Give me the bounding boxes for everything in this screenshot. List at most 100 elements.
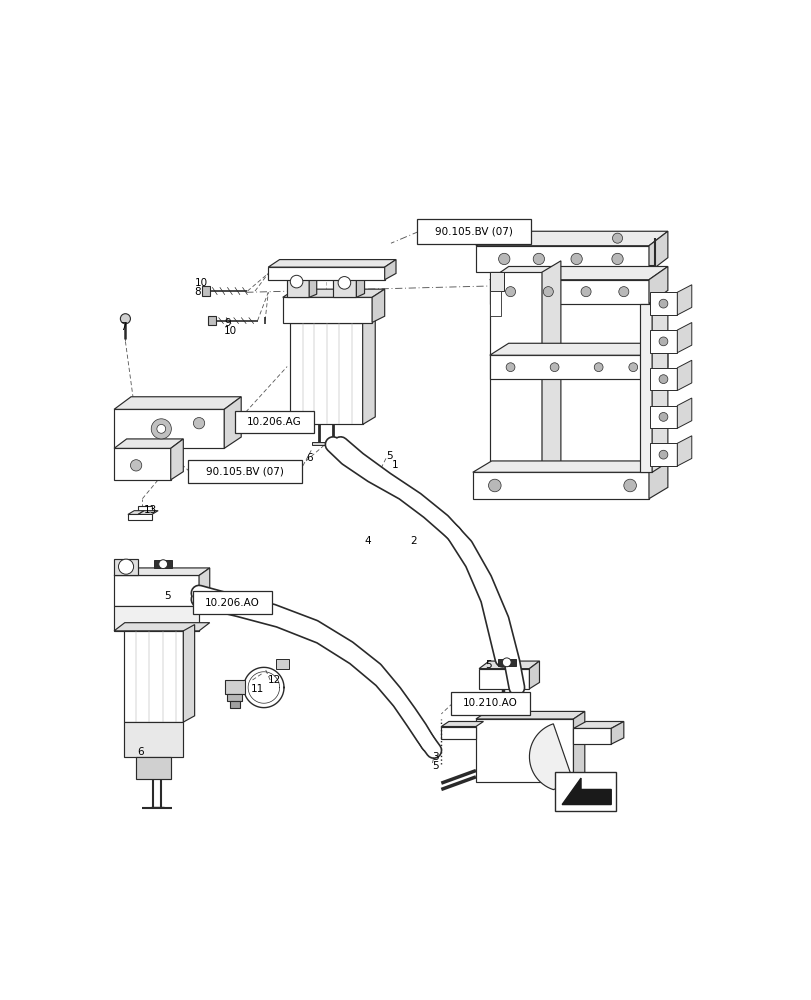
Polygon shape bbox=[573, 721, 623, 728]
Polygon shape bbox=[676, 436, 691, 466]
Polygon shape bbox=[230, 701, 240, 708]
Polygon shape bbox=[489, 355, 648, 379]
Text: 90.105.BV (07): 90.105.BV (07) bbox=[205, 467, 283, 477]
Polygon shape bbox=[356, 271, 364, 297]
FancyBboxPatch shape bbox=[187, 460, 301, 483]
Polygon shape bbox=[561, 778, 611, 805]
Circle shape bbox=[659, 450, 667, 459]
Text: 10: 10 bbox=[195, 278, 208, 288]
Circle shape bbox=[623, 479, 636, 492]
Text: 5: 5 bbox=[164, 591, 171, 601]
Polygon shape bbox=[225, 680, 245, 694]
Polygon shape bbox=[650, 368, 676, 390]
Polygon shape bbox=[227, 694, 242, 701]
Polygon shape bbox=[475, 719, 573, 782]
Circle shape bbox=[533, 253, 544, 265]
Polygon shape bbox=[648, 343, 667, 379]
Polygon shape bbox=[489, 272, 542, 480]
Circle shape bbox=[505, 287, 515, 297]
Text: 7: 7 bbox=[120, 322, 127, 332]
Polygon shape bbox=[114, 606, 199, 631]
Circle shape bbox=[159, 560, 167, 569]
Text: 4: 4 bbox=[364, 536, 371, 546]
Polygon shape bbox=[676, 323, 691, 353]
Polygon shape bbox=[114, 559, 138, 575]
Polygon shape bbox=[648, 266, 667, 304]
Circle shape bbox=[611, 253, 622, 265]
Polygon shape bbox=[114, 575, 199, 606]
Polygon shape bbox=[650, 406, 676, 428]
FancyBboxPatch shape bbox=[417, 219, 530, 244]
FancyBboxPatch shape bbox=[192, 591, 272, 614]
Polygon shape bbox=[371, 289, 384, 323]
Polygon shape bbox=[478, 669, 529, 689]
Polygon shape bbox=[276, 659, 289, 669]
Text: 13: 13 bbox=[144, 505, 157, 515]
Polygon shape bbox=[114, 397, 241, 409]
Polygon shape bbox=[183, 625, 195, 722]
Text: 9: 9 bbox=[224, 318, 230, 328]
Circle shape bbox=[120, 314, 131, 324]
Polygon shape bbox=[290, 323, 363, 424]
Polygon shape bbox=[114, 623, 209, 631]
Circle shape bbox=[131, 460, 142, 471]
Polygon shape bbox=[542, 261, 560, 480]
Polygon shape bbox=[475, 231, 667, 246]
Circle shape bbox=[193, 418, 204, 429]
Polygon shape bbox=[475, 711, 584, 719]
FancyBboxPatch shape bbox=[450, 692, 530, 715]
Polygon shape bbox=[529, 724, 573, 790]
Text: 90.105.BV (07): 90.105.BV (07) bbox=[435, 226, 513, 236]
Polygon shape bbox=[650, 292, 676, 315]
Text: 6: 6 bbox=[306, 453, 312, 463]
Text: 5: 5 bbox=[485, 660, 491, 670]
Polygon shape bbox=[489, 291, 500, 316]
Polygon shape bbox=[676, 360, 691, 390]
Polygon shape bbox=[136, 757, 170, 779]
Polygon shape bbox=[128, 506, 152, 520]
Circle shape bbox=[151, 419, 171, 439]
Text: 11: 11 bbox=[251, 684, 264, 694]
Polygon shape bbox=[199, 568, 209, 606]
Circle shape bbox=[290, 275, 303, 288]
Polygon shape bbox=[287, 273, 309, 297]
Polygon shape bbox=[123, 722, 183, 757]
Polygon shape bbox=[676, 285, 691, 315]
Polygon shape bbox=[472, 472, 648, 499]
Polygon shape bbox=[114, 448, 170, 480]
Text: 8: 8 bbox=[195, 287, 201, 297]
Circle shape bbox=[543, 287, 552, 297]
Circle shape bbox=[499, 233, 508, 243]
Polygon shape bbox=[114, 439, 183, 448]
Text: 12: 12 bbox=[268, 675, 281, 685]
Bar bbox=[554, 772, 616, 811]
Text: 10.206.AO: 10.206.AO bbox=[204, 598, 260, 608]
FancyBboxPatch shape bbox=[234, 411, 314, 433]
Polygon shape bbox=[123, 631, 183, 722]
Polygon shape bbox=[489, 272, 504, 291]
Polygon shape bbox=[639, 304, 651, 472]
Polygon shape bbox=[309, 270, 316, 297]
Polygon shape bbox=[170, 439, 183, 480]
Polygon shape bbox=[497, 659, 515, 666]
Polygon shape bbox=[114, 409, 224, 448]
Polygon shape bbox=[478, 661, 539, 669]
Polygon shape bbox=[154, 560, 172, 568]
Text: 1: 1 bbox=[392, 460, 398, 470]
Circle shape bbox=[618, 287, 628, 297]
Polygon shape bbox=[489, 266, 667, 280]
Polygon shape bbox=[312, 442, 339, 445]
Circle shape bbox=[337, 277, 350, 289]
Polygon shape bbox=[573, 711, 584, 782]
Polygon shape bbox=[282, 297, 371, 323]
Polygon shape bbox=[497, 700, 515, 703]
Polygon shape bbox=[268, 267, 384, 280]
Polygon shape bbox=[489, 280, 648, 304]
Polygon shape bbox=[441, 721, 483, 727]
Text: 10: 10 bbox=[224, 326, 237, 336]
Polygon shape bbox=[290, 315, 375, 323]
Polygon shape bbox=[202, 286, 209, 296]
Circle shape bbox=[118, 559, 134, 574]
Circle shape bbox=[628, 363, 637, 372]
Circle shape bbox=[498, 253, 509, 265]
